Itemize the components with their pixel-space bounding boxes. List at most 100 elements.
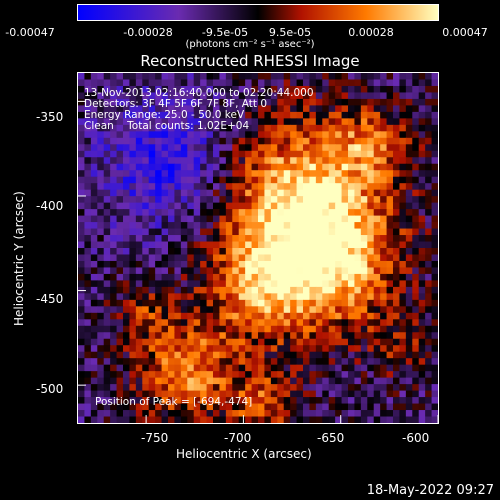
heatmap-cell bbox=[322, 293, 330, 301]
heatmap-cell bbox=[187, 260, 195, 269]
heatmap-cell bbox=[277, 364, 285, 372]
heatmap-cell bbox=[405, 260, 413, 269]
heatmap-cell bbox=[78, 299, 86, 307]
heatmap-cell bbox=[97, 118, 105, 126]
heatmap-cell bbox=[399, 150, 407, 158]
heatmap-cell bbox=[135, 235, 143, 243]
heatmap-cell bbox=[206, 241, 214, 249]
heatmap-cell bbox=[161, 202, 169, 210]
heatmap-cell bbox=[206, 319, 214, 327]
heatmap-cell bbox=[290, 79, 298, 87]
heatmap-cell bbox=[258, 85, 266, 94]
heatmap-cell bbox=[84, 157, 92, 165]
heatmap-cell bbox=[110, 163, 118, 171]
heatmap-cell bbox=[425, 98, 433, 107]
heatmap-cell bbox=[103, 131, 111, 139]
heatmap-cell bbox=[232, 364, 240, 372]
heatmap-cell bbox=[431, 105, 438, 113]
heatmap-cell bbox=[155, 111, 163, 119]
heatmap-cell bbox=[309, 345, 317, 353]
heatmap-cell bbox=[373, 144, 381, 152]
heatmap-cell bbox=[360, 358, 368, 366]
heatmap-cell bbox=[174, 260, 182, 269]
heatmap-cell bbox=[360, 377, 368, 385]
heatmap-cell bbox=[225, 73, 233, 81]
heatmap-cell bbox=[296, 397, 304, 405]
heatmap-cell bbox=[225, 371, 233, 379]
heatmap-cell bbox=[270, 118, 278, 126]
heatmap-cell bbox=[348, 228, 356, 236]
heatmap-cell bbox=[116, 345, 124, 353]
heatmap-cell bbox=[90, 351, 98, 359]
heatmap-cell bbox=[412, 254, 420, 262]
heatmap-cell bbox=[142, 306, 150, 314]
heatmap-cell bbox=[380, 390, 388, 398]
heatmap-cell bbox=[303, 215, 311, 223]
heatmap-cell bbox=[264, 202, 272, 210]
heatmap-cell bbox=[277, 111, 285, 119]
heatmap-cell bbox=[180, 144, 188, 152]
heatmap-cell bbox=[399, 390, 407, 398]
heatmap-cell bbox=[418, 364, 426, 372]
heatmap-cell bbox=[303, 312, 311, 320]
heatmap-cell bbox=[412, 332, 420, 340]
heatmap-cell bbox=[103, 325, 111, 333]
heatmap-cell bbox=[431, 312, 438, 320]
heatmap-cell bbox=[90, 98, 98, 107]
heatmap-cell bbox=[193, 273, 201, 282]
heatmap-cell bbox=[168, 260, 176, 269]
heatmap-cell bbox=[213, 325, 221, 333]
heatmap-cell bbox=[270, 73, 278, 81]
heatmap-cell bbox=[380, 131, 388, 139]
heatmap-cell bbox=[155, 222, 163, 230]
heatmap-cell bbox=[225, 286, 233, 294]
heatmap-cell bbox=[200, 377, 208, 385]
heatmap-cell bbox=[84, 332, 92, 340]
heatmap-cell bbox=[219, 319, 227, 327]
heatmap-cell bbox=[354, 228, 362, 236]
heatmap-cell bbox=[393, 306, 401, 314]
heatmap-cell bbox=[399, 338, 407, 346]
heatmap-cell bbox=[405, 293, 413, 301]
colorbar-tick: -0.00047 bbox=[5, 26, 55, 39]
heatmap-cell bbox=[219, 299, 227, 307]
heatmap-cell bbox=[354, 79, 362, 87]
heatmap-cell bbox=[123, 176, 131, 184]
heatmap-cell bbox=[78, 222, 86, 230]
heatmap-cell bbox=[90, 338, 98, 346]
heatmap-cell bbox=[148, 85, 156, 94]
heatmap-cell bbox=[412, 73, 420, 81]
heatmap-cell bbox=[110, 403, 118, 411]
heatmap-cell bbox=[200, 124, 208, 132]
heatmap-cell bbox=[399, 377, 407, 385]
heatmap-cell bbox=[142, 384, 150, 392]
heatmap-cell bbox=[264, 416, 272, 423]
heatmap-cell bbox=[303, 176, 311, 184]
heatmap-cell bbox=[123, 397, 131, 405]
heatmap-cell bbox=[225, 170, 233, 178]
heatmap-cell bbox=[283, 364, 291, 372]
heatmap-cell bbox=[303, 260, 311, 269]
heatmap-cell bbox=[219, 260, 227, 269]
heatmap-cell bbox=[232, 170, 240, 178]
heatmap-cell bbox=[187, 98, 195, 107]
heatmap-cell bbox=[335, 235, 343, 243]
heatmap-cell bbox=[180, 345, 188, 353]
heatmap-cell bbox=[380, 254, 388, 262]
heatmap-cell bbox=[425, 384, 433, 392]
heatmap-cell bbox=[348, 299, 356, 307]
heatmap-cell bbox=[116, 150, 124, 158]
heatmap-cell bbox=[213, 98, 221, 107]
heatmap-cell bbox=[290, 131, 298, 139]
heatmap-cell bbox=[90, 410, 98, 418]
heatmap-cell bbox=[135, 170, 143, 178]
heatmap-cell bbox=[270, 209, 278, 217]
heatmap-cell bbox=[238, 299, 246, 307]
heatmap-cell bbox=[393, 267, 401, 275]
heatmap-cell bbox=[180, 403, 188, 411]
heatmap-cell bbox=[180, 170, 188, 178]
heatmap-cell bbox=[148, 124, 156, 132]
heatmap-cell bbox=[219, 79, 227, 87]
heatmap-cell bbox=[232, 248, 240, 256]
heatmap-cell bbox=[290, 319, 298, 327]
